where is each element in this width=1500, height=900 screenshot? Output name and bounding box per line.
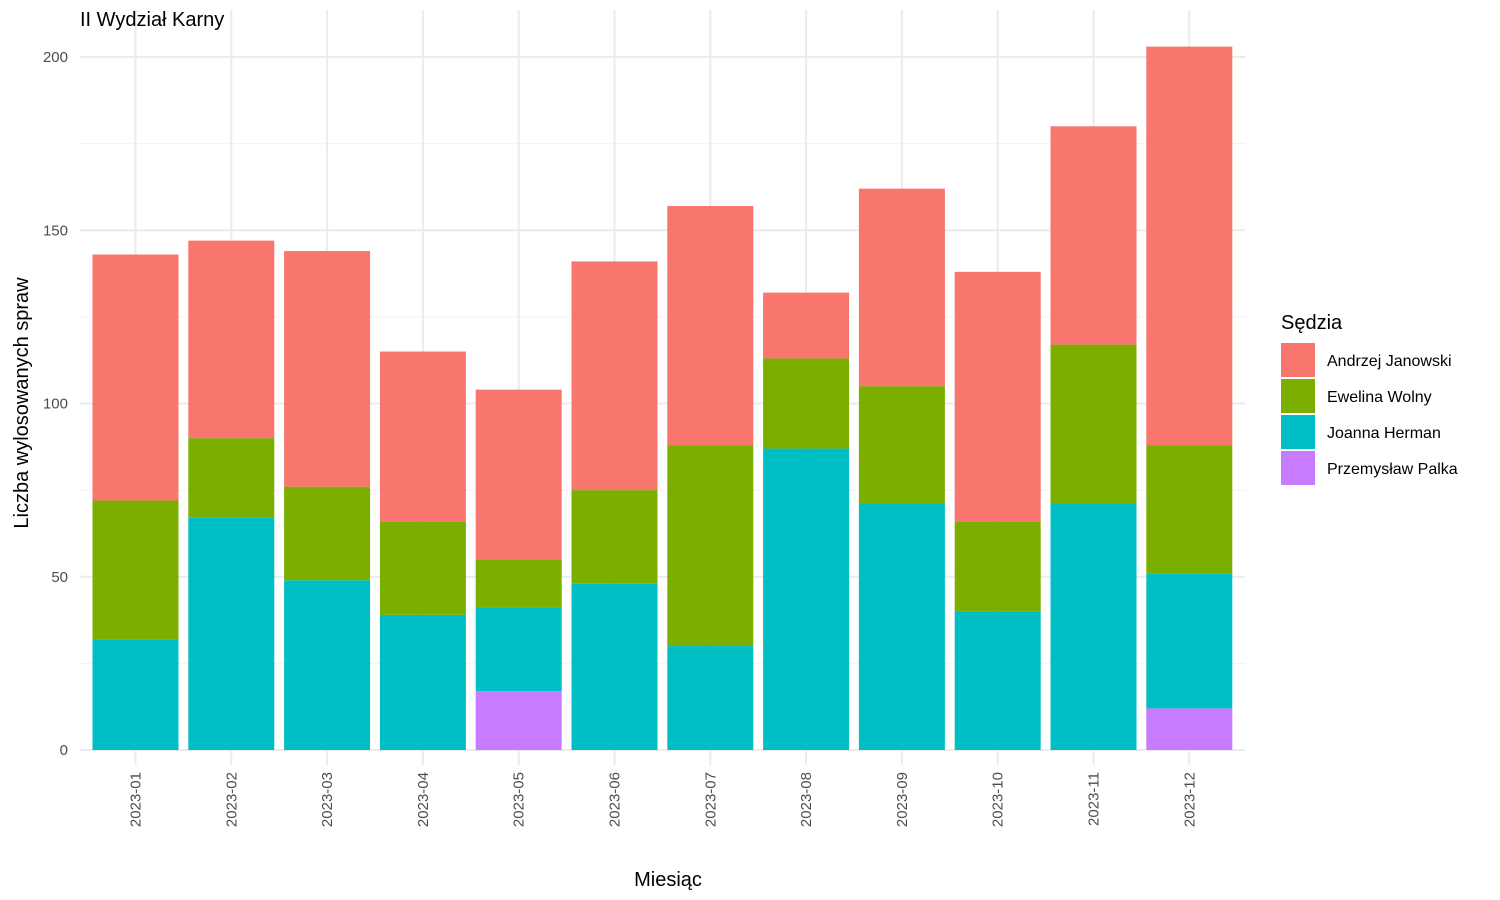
x-tick-label: 2023-09 bbox=[894, 772, 911, 827]
x-axis-title: Miesiąc bbox=[634, 869, 702, 891]
x-tick-label: 2023-06 bbox=[607, 772, 624, 827]
x-tick-label: 2023-07 bbox=[702, 772, 719, 827]
bar-segment bbox=[188, 438, 275, 518]
legend-label: Ewelina Wolny bbox=[1327, 389, 1432, 406]
bar-segment bbox=[1050, 126, 1137, 345]
bar-segment bbox=[284, 251, 371, 487]
x-tick-label: 2023-05 bbox=[511, 772, 528, 827]
x-tick-label: 2023-04 bbox=[415, 772, 432, 827]
bars bbox=[92, 46, 1233, 750]
bar-segment bbox=[475, 691, 562, 750]
legend-swatch bbox=[1281, 415, 1315, 449]
bar-segment bbox=[379, 614, 466, 750]
bar-segment bbox=[1146, 46, 1233, 446]
bar-segment bbox=[858, 188, 945, 387]
bar-segment bbox=[475, 607, 562, 692]
chart-title: II Wydział Karny bbox=[80, 9, 224, 31]
x-tick-label: 2023-12 bbox=[1181, 772, 1198, 827]
y-tick-label: 50 bbox=[51, 569, 68, 586]
x-axis-ticks: 2023-01 2023-02 2023-03 2023-04 2023-05 2023-… bbox=[128, 772, 1199, 827]
x-tick-label: 2023-02 bbox=[223, 772, 240, 827]
legend-swatch bbox=[1281, 343, 1315, 377]
bar-segment bbox=[954, 521, 1041, 612]
bar-segment bbox=[92, 500, 179, 640]
legend-title: Sędzia bbox=[1281, 312, 1343, 334]
bar-segment bbox=[571, 583, 658, 750]
bar-segment bbox=[284, 486, 371, 581]
bar-segment bbox=[188, 240, 275, 439]
bar-segment bbox=[475, 389, 562, 560]
bar-segment bbox=[763, 292, 850, 359]
bar-segment bbox=[475, 559, 562, 608]
bar-segment bbox=[858, 386, 945, 504]
y-axis-ticks: 0 50 100 150 200 bbox=[43, 49, 68, 759]
bar-segment bbox=[571, 261, 658, 491]
legend-label: Andrzej Janowski bbox=[1327, 353, 1452, 370]
bar-segment bbox=[571, 490, 658, 584]
bar-segment bbox=[858, 503, 945, 750]
bar-segment bbox=[667, 646, 754, 750]
bar-segment bbox=[954, 611, 1041, 750]
bar-segment bbox=[763, 358, 850, 449]
bar-segment bbox=[1146, 445, 1233, 574]
bar-segment bbox=[763, 448, 850, 750]
bar-segment bbox=[188, 517, 275, 750]
bar-segment bbox=[379, 521, 466, 615]
y-tick-label: 150 bbox=[43, 222, 68, 239]
x-tick-label: 2023-10 bbox=[990, 772, 1007, 827]
bar-segment bbox=[1146, 708, 1233, 750]
bar-segment bbox=[92, 254, 179, 501]
bar-segment bbox=[1146, 573, 1233, 709]
y-axis-title: Liczba wylosowanych spraw bbox=[11, 277, 33, 529]
x-tick-label: 2023-08 bbox=[798, 772, 815, 827]
bar-segment bbox=[1050, 344, 1137, 504]
bar-segment bbox=[379, 351, 466, 522]
bar-segment bbox=[667, 205, 754, 446]
bar-segment bbox=[667, 445, 754, 647]
legend-swatch bbox=[1281, 379, 1315, 413]
x-tick-label: 2023-01 bbox=[128, 772, 145, 827]
x-tick-label: 2023-03 bbox=[319, 772, 336, 827]
legend-swatch bbox=[1281, 451, 1315, 485]
bar-segment bbox=[92, 639, 179, 750]
bar-segment bbox=[284, 580, 371, 750]
y-tick-label: 0 bbox=[60, 742, 68, 759]
bar-segment bbox=[1050, 503, 1137, 750]
legend: Sędzia Andrzej Janowski Ewelina Wolny Joan… bbox=[1281, 312, 1458, 485]
y-tick-label: 100 bbox=[43, 396, 68, 413]
bar-segment bbox=[954, 271, 1041, 522]
legend-label: Joanna Herman bbox=[1327, 425, 1441, 442]
legend-label: Przemysław Palka bbox=[1327, 461, 1458, 478]
x-tick-label: 2023-11 bbox=[1086, 772, 1103, 826]
y-tick-label: 200 bbox=[43, 49, 68, 66]
